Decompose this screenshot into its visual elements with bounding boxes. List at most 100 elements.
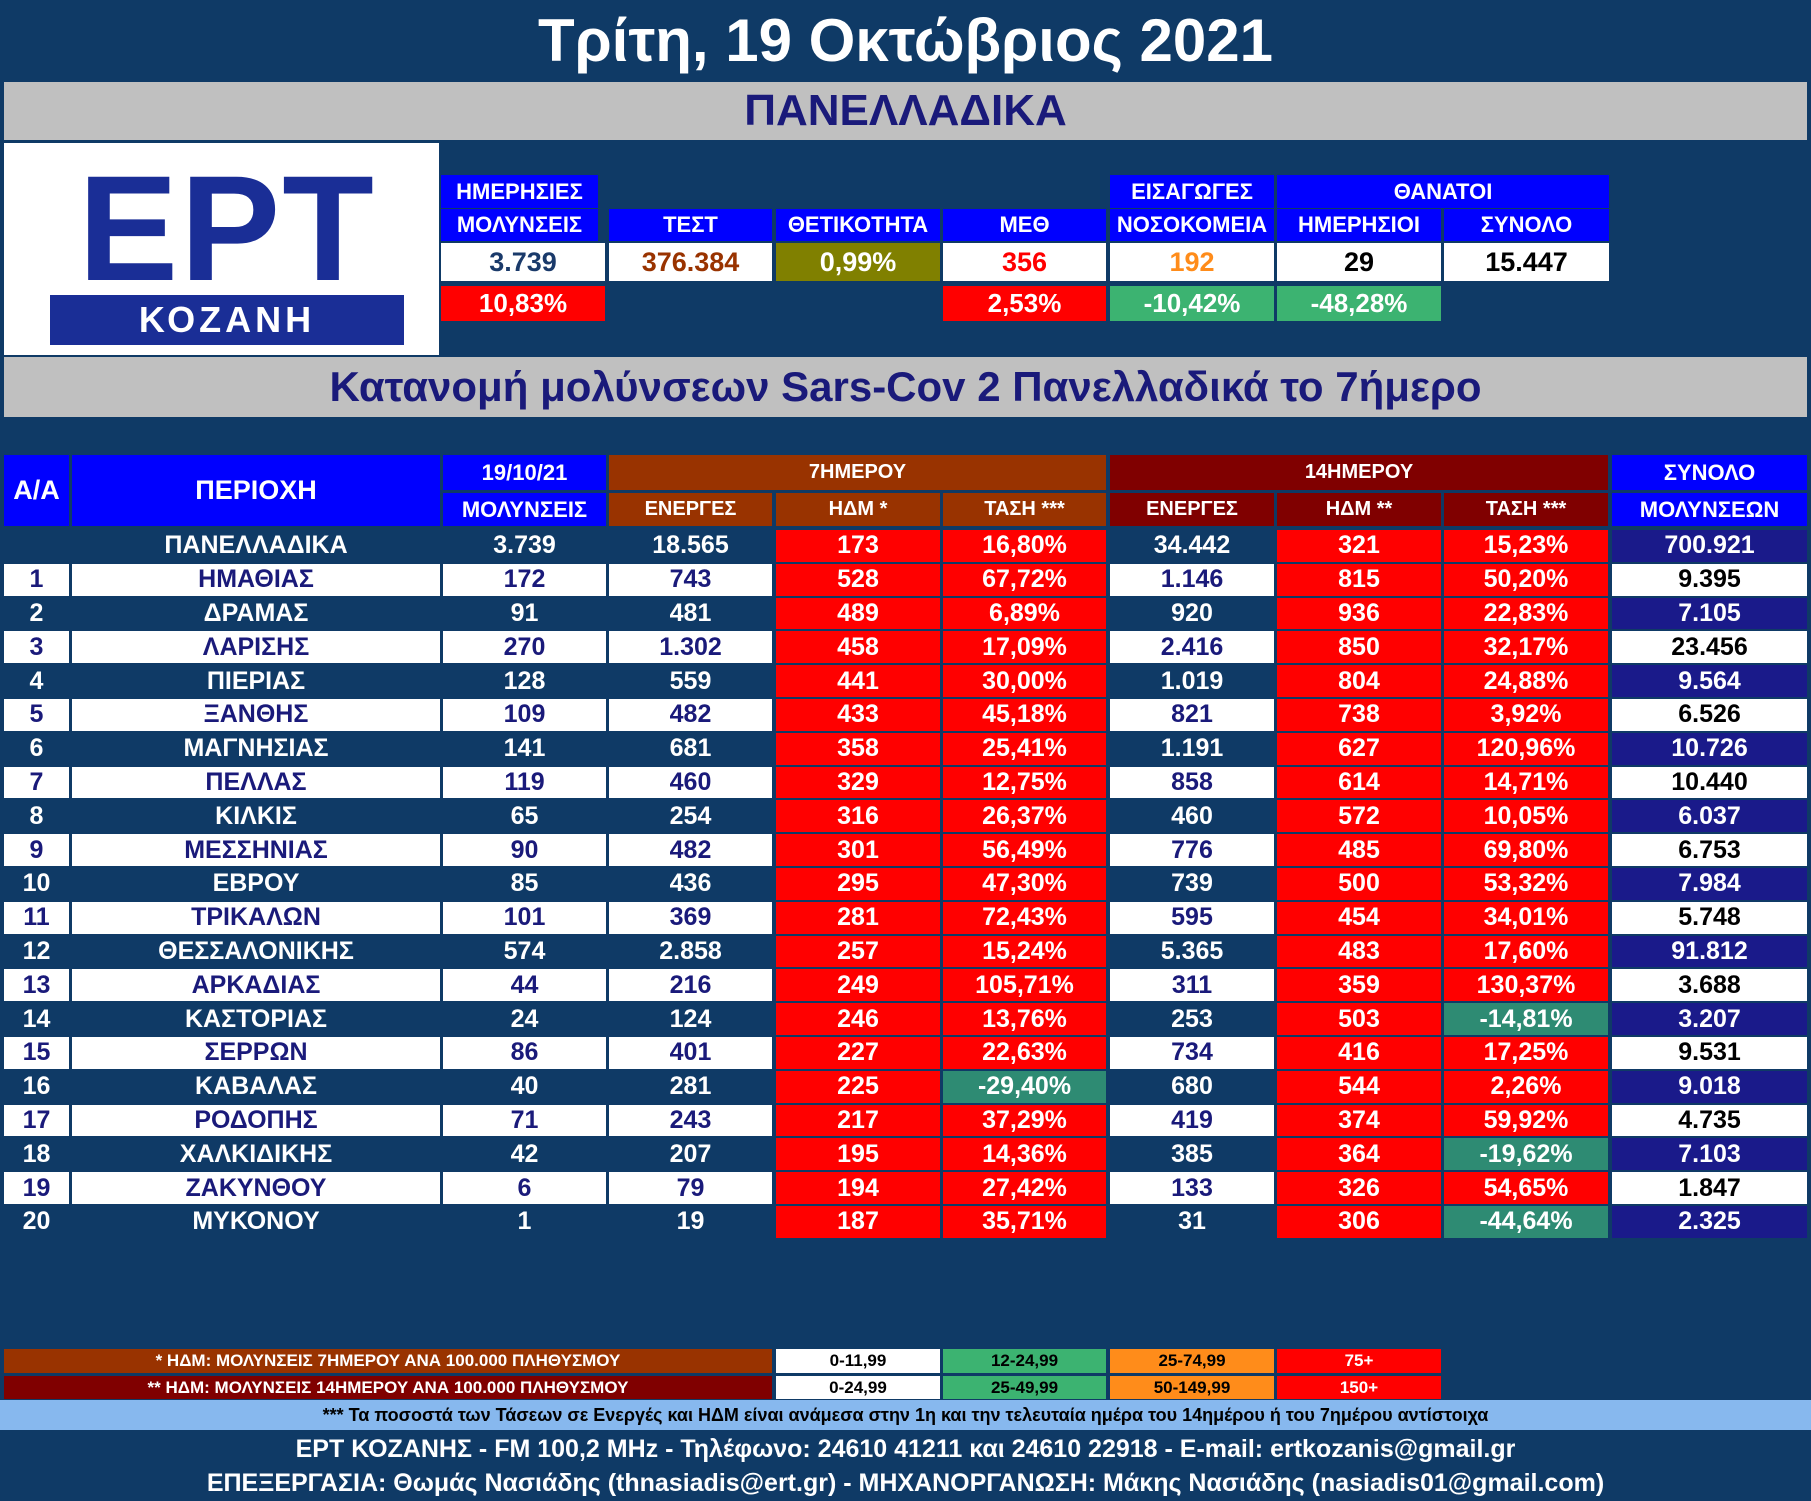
col-header-trend14: ΤΑΣΗ *** xyxy=(1444,493,1608,526)
table-active14-cell: 920 xyxy=(1110,597,1274,630)
table-hdm14-cell: 738 xyxy=(1277,699,1441,731)
table-area-cell: ΜΕΣΣΗΝΙΑΣ xyxy=(72,834,440,866)
table-aa-cell: 4 xyxy=(4,665,69,697)
national-hdm7-cell: 173 xyxy=(776,530,940,562)
table-hdm7-cell: 257 xyxy=(776,935,940,968)
table-active14-cell: 734 xyxy=(1110,1037,1274,1069)
table-hdm7-cell: 358 xyxy=(776,732,940,765)
table-trend14-cell: 3,92% xyxy=(1444,699,1608,731)
table-cases-cell: 90 xyxy=(443,834,606,866)
summary-tests-value: 376.384 xyxy=(609,243,772,281)
table-aa-cell: 20 xyxy=(4,1206,69,1238)
table-area-cell: ΠΙΕΡΙΑΣ xyxy=(72,665,440,697)
table-total-cell: 10.726 xyxy=(1612,732,1807,765)
table-trend7-cell: 37,29% xyxy=(943,1104,1106,1137)
national-aa-cell xyxy=(4,530,69,562)
table-trend7-cell: 45,18% xyxy=(943,699,1106,731)
legend-range-r7-2: 25-74,99 xyxy=(1110,1349,1274,1373)
table-hdm7-cell: 187 xyxy=(776,1206,940,1238)
summary-deaths-total-header: ΣΥΝΟΛΟ xyxy=(1444,209,1609,241)
legend-range-r7-0: 0-11,99 xyxy=(776,1349,940,1373)
table-hdm14-cell: 627 xyxy=(1277,732,1441,765)
table-aa-cell: 19 xyxy=(4,1172,69,1204)
table-aa-cell: 5 xyxy=(4,699,69,731)
table-trend14-cell: 17,60% xyxy=(1444,935,1608,968)
table-area-cell: ΧΑΛΚΙΔΙΚΗΣ xyxy=(72,1138,440,1171)
table-cases-cell: 40 xyxy=(443,1070,606,1103)
table-aa-cell: 13 xyxy=(4,969,69,1002)
table-hdm7-cell: 301 xyxy=(776,834,940,866)
table-cases-cell: 65 xyxy=(443,800,606,833)
table-area-cell: ΠΕΛΛΑΣ xyxy=(72,766,440,799)
table-trend14-cell: 59,92% xyxy=(1444,1104,1608,1137)
footnote: *** Τα ποσοστά των Τάσεων σε Ενεργές και… xyxy=(0,1400,1811,1430)
national-hdm14-cell: 321 xyxy=(1277,530,1441,562)
table-hdm7-cell: 316 xyxy=(776,800,940,833)
table-active14-cell: 460 xyxy=(1110,800,1274,833)
legend-range-r7-3: 75+ xyxy=(1277,1349,1441,1373)
col-header-14day: 14ΗΜΕΡΟΥ xyxy=(1110,455,1608,490)
table-trend14-cell: -19,62% xyxy=(1444,1138,1608,1171)
logo-ert-text: ΕΡΤ xyxy=(78,144,376,312)
table-trend14-cell: -44,64% xyxy=(1444,1206,1608,1238)
table-aa-cell: 2 xyxy=(4,597,69,630)
table-trend14-cell: 17,25% xyxy=(1444,1037,1608,1069)
table-area-cell: ΜΥΚΟΝΟΥ xyxy=(72,1206,440,1238)
table-hdm14-cell: 804 xyxy=(1277,665,1441,697)
table-active7-cell: 482 xyxy=(609,834,772,866)
col-header-aa: Α/Α xyxy=(4,455,69,526)
table-aa-cell: 9 xyxy=(4,834,69,866)
col-header-active14: ΕΝΕΡΓΕΣ xyxy=(1110,493,1274,526)
table-active7-cell: 281 xyxy=(609,1070,772,1103)
summary-admissions-header: ΝΟΣΟΚΟΜΕΙΑ xyxy=(1110,209,1274,241)
table-active7-cell: 401 xyxy=(609,1037,772,1069)
table-active7-cell: 369 xyxy=(609,901,772,934)
table-total-cell: 9.018 xyxy=(1612,1070,1807,1103)
table-cases-cell: 128 xyxy=(443,665,606,697)
table-active7-cell: 243 xyxy=(609,1104,772,1137)
summary-icu-value: 356 xyxy=(943,243,1106,281)
table-trend7-cell: 47,30% xyxy=(943,868,1106,900)
table-hdm7-cell: 433 xyxy=(776,699,940,731)
table-active7-cell: 1.302 xyxy=(609,631,772,664)
table-trend14-cell: 10,05% xyxy=(1444,800,1608,833)
col-header-cases: ΜΟΛΥΝΣΕΙΣ xyxy=(443,493,606,526)
summary-deaths-daily-value: 29 xyxy=(1277,243,1441,281)
table-cases-cell: 44 xyxy=(443,969,606,1002)
table-active14-cell: 31 xyxy=(1110,1206,1274,1238)
table-trend14-cell: 120,96% xyxy=(1444,732,1608,765)
table-trend14-cell: 69,80% xyxy=(1444,834,1608,866)
table-active14-cell: 858 xyxy=(1110,766,1274,799)
table-active14-cell: 821 xyxy=(1110,699,1274,731)
table-hdm14-cell: 374 xyxy=(1277,1104,1441,1137)
page-title: Τρίτη, 19 Οκτώβριος 2021 xyxy=(538,6,1273,74)
table-area-cell: ΜΑΓΝΗΣΙΑΣ xyxy=(72,732,440,765)
table-trend7-cell: 35,71% xyxy=(943,1206,1106,1238)
table-area-cell: ΚΑΣΤΟΡΙΑΣ xyxy=(72,1003,440,1035)
table-total-cell: 6.753 xyxy=(1612,834,1807,866)
table-total-cell: 3.688 xyxy=(1612,969,1807,1002)
table-active7-cell: 2.858 xyxy=(609,935,772,968)
table-area-cell: ΗΜΑΘΙΑΣ xyxy=(72,563,440,596)
table-hdm7-cell: 217 xyxy=(776,1104,940,1137)
national-area-cell: ΠΑΝΕΛΛΑΔΙΚΑ xyxy=(72,530,440,562)
table-total-cell: 9.564 xyxy=(1612,665,1807,697)
table-area-cell: ΑΡΚΑΔΙΑΣ xyxy=(72,969,440,1002)
table-active14-cell: 2.416 xyxy=(1110,631,1274,664)
table-area-cell: ΛΑΡΙΣΗΣ xyxy=(72,631,440,664)
table-active7-cell: 681 xyxy=(609,732,772,765)
table-total-cell: 91.812 xyxy=(1612,935,1807,968)
national-total-cell: 700.921 xyxy=(1612,530,1807,562)
table-hdm7-cell: 246 xyxy=(776,1003,940,1035)
footer-credits: ΕΠΕΞΕΡΓΑΣΙΑ: Θωμάς Νασιάδης (thnasiadis@… xyxy=(206,1468,1605,1497)
ert-logo: ΕΡΤ ΚΟΖΑΝΗ xyxy=(4,143,439,355)
table-hdm14-cell: 483 xyxy=(1277,935,1441,968)
table-cases-cell: 86 xyxy=(443,1037,606,1069)
legend-note-7day: * ΗΔΜ: ΜΟΛΥΝΣΕΙΣ 7ΗΜΕΡΟΥ ΑΝΑ 100.000 ΠΛΗ… xyxy=(4,1349,772,1373)
logo-kozani-text: ΚΟΖΑΝΗ xyxy=(50,295,404,345)
col-header-trend7: ΤΑΣΗ *** xyxy=(943,493,1106,526)
table-area-cell: ΞΑΝΘΗΣ xyxy=(72,699,440,731)
table-cases-cell: 91 xyxy=(443,597,606,630)
table-hdm14-cell: 306 xyxy=(1277,1206,1441,1238)
table-aa-cell: 1 xyxy=(4,563,69,596)
